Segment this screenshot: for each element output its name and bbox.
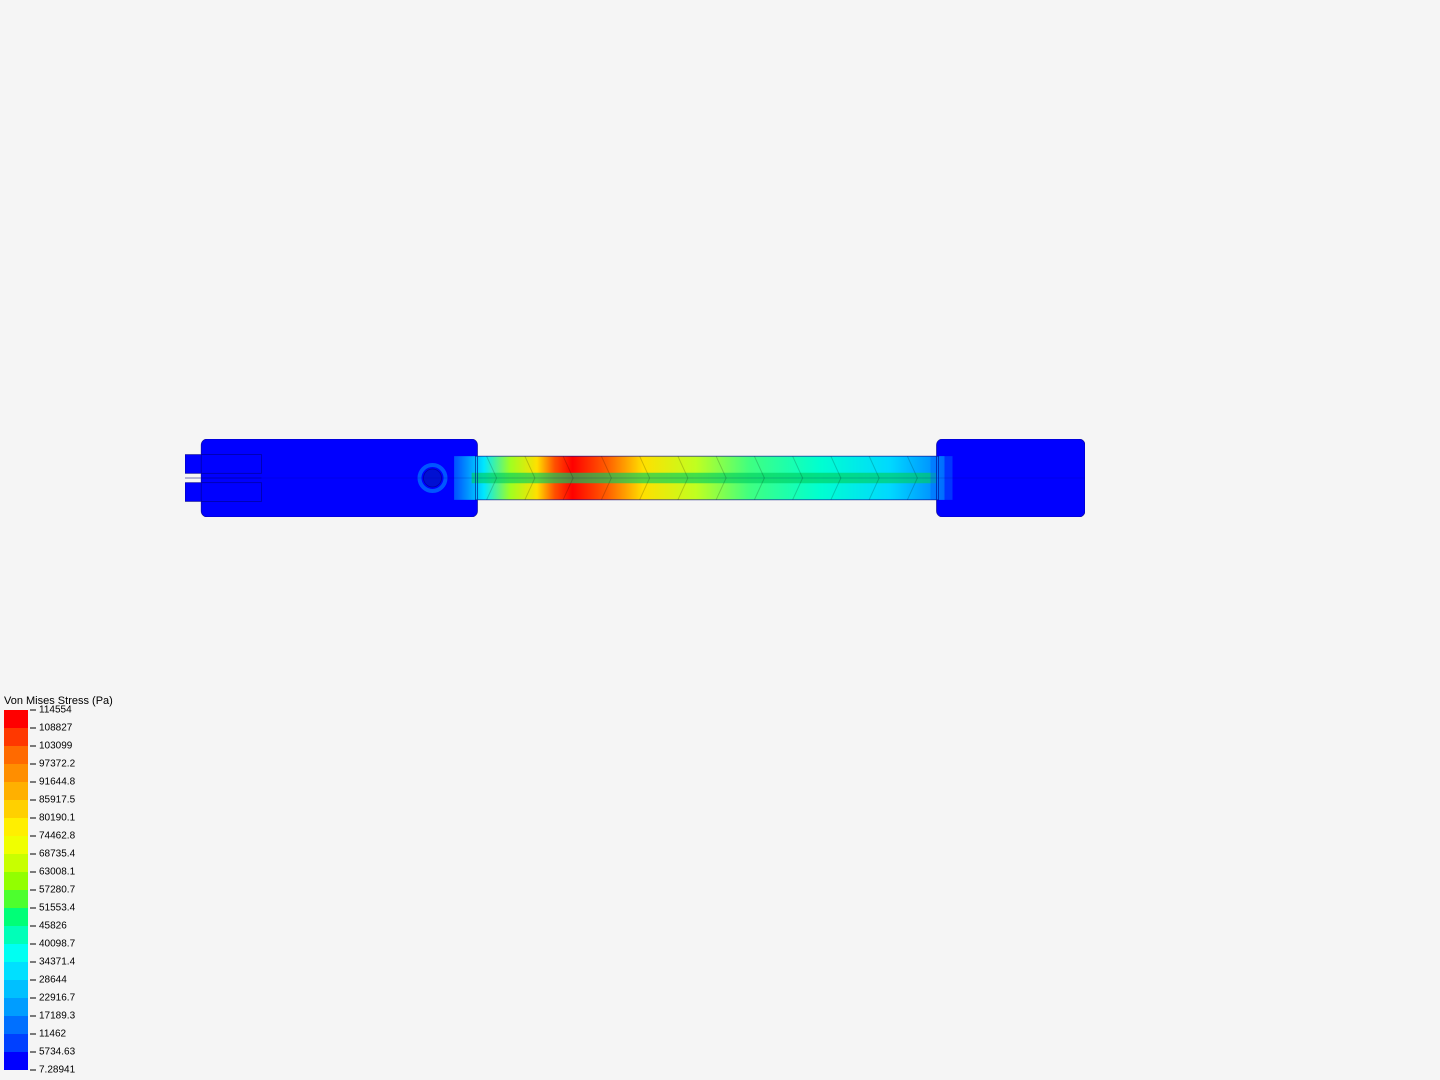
legend-tick [30,746,36,747]
legend-swatch [4,1016,28,1034]
legend-label-row: 22916.7 [30,993,75,1004]
legend-label: 11462 [39,1029,66,1040]
legend-label: 5734.63 [39,1047,75,1058]
legend-label: 22916.7 [39,993,75,1004]
legend-label: 34371.4 [39,957,75,968]
legend-tick [30,998,36,999]
legend-label: 68735.4 [39,849,75,860]
legend-color-bar [4,710,28,1070]
legend-tick [30,1070,36,1071]
legend-label-row: 7.28941 [30,1065,75,1076]
legend-label: 57280.7 [39,885,75,896]
legend-swatch [4,908,28,926]
legend-label-row: 68735.4 [30,849,75,860]
legend-label: 74462.8 [39,831,75,842]
legend-swatch [4,998,28,1016]
legend-swatch [4,890,28,908]
legend-label-row: 85917.5 [30,795,75,806]
legend-label-row: 40098.7 [30,939,75,950]
legend-label: 28644 [39,975,67,986]
legend-swatch [4,872,28,890]
legend-label-row: 51553.4 [30,903,75,914]
legend-label-row: 80190.1 [30,813,75,824]
legend-tick [30,980,36,981]
legend-label: 40098.7 [39,939,75,950]
legend-tick [30,872,36,873]
legend-label: 45826 [39,921,67,932]
legend-swatch [4,710,28,728]
color-legend: Von Mises Stress (Pa) 114554108827103099… [4,695,113,1070]
legend-tick [30,1016,36,1017]
legend-label: 114554 [39,705,72,716]
legend-tick [30,1052,36,1053]
legend-swatch [4,1034,28,1052]
legend-swatch [4,746,28,764]
legend-tick [30,710,36,711]
legend-swatch [4,800,28,818]
legend-body: 11455410882710309997372.291644.885917.58… [4,710,113,1070]
legend-label: 80190.1 [39,813,75,824]
legend-swatch [4,944,28,962]
legend-swatch [4,782,28,800]
legend-label-row: 5734.63 [30,1047,75,1058]
legend-swatch [4,818,28,836]
legend-label-row: 45826 [30,921,67,932]
legend-label: 91644.8 [39,777,75,788]
legend-tick [30,764,36,765]
legend-label: 103099 [39,741,72,752]
legend-label-row: 74462.8 [30,831,75,842]
legend-label-row: 114554 [30,705,72,716]
legend-label: 85917.5 [39,795,75,806]
legend-tick [30,782,36,783]
legend-swatch [4,854,28,872]
legend-label-row: 11462 [30,1029,66,1040]
legend-label-row: 91644.8 [30,777,75,788]
legend-swatch [4,764,28,782]
stress-visualization [185,439,1085,517]
legend-tick [30,962,36,963]
legend-swatch [4,980,28,998]
legend-tick [30,908,36,909]
legend-swatch [4,728,28,746]
legend-swatch [4,1052,28,1070]
legend-label: 97372.2 [39,759,75,770]
legend-label: 51553.4 [39,903,75,914]
legend-tick [30,800,36,801]
legend-label-row: 63008.1 [30,867,75,878]
legend-swatch [4,836,28,854]
legend-label-row: 57280.7 [30,885,75,896]
legend-label-row: 17189.3 [30,1011,75,1022]
legend-label-row: 103099 [30,741,72,752]
legend-tick [30,836,36,837]
legend-label-row: 28644 [30,975,67,986]
legend-tick [30,1034,36,1035]
legend-tick [30,890,36,891]
legend-swatch [4,962,28,980]
legend-label: 63008.1 [39,867,75,878]
legend-label: 7.28941 [39,1065,75,1076]
legend-tick [30,728,36,729]
legend-tick [30,818,36,819]
legend-tick [30,926,36,927]
legend-label-row: 108827 [30,723,72,734]
legend-tick [30,854,36,855]
legend-label: 17189.3 [39,1011,75,1022]
legend-label-row: 34371.4 [30,957,75,968]
legend-tick [30,944,36,945]
legend-label: 108827 [39,723,72,734]
legend-swatch [4,926,28,944]
legend-label-row: 97372.2 [30,759,75,770]
